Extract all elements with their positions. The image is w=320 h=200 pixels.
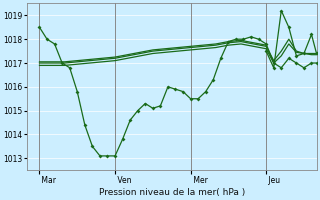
X-axis label: Pression niveau de la mer( hPa ): Pression niveau de la mer( hPa ) xyxy=(99,188,245,197)
